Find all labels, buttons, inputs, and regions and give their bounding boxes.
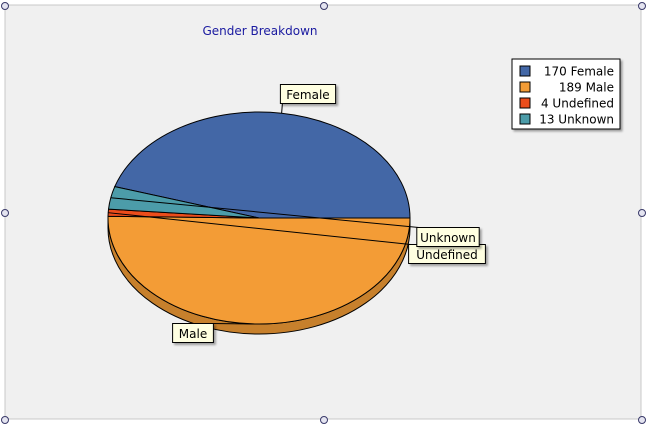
chart-title: Gender Breakdown [202, 24, 317, 38]
legend-swatch-male [520, 82, 530, 92]
resize-handle[interactable] [639, 210, 646, 217]
legend: 170 Female 189 Male 4 Undefined 13 Unknown [512, 59, 620, 129]
resize-handle[interactable] [639, 3, 646, 10]
legend-swatch-female [520, 66, 530, 76]
callout-label-unknown: Unknown [420, 231, 476, 245]
resize-handle[interactable] [2, 417, 9, 424]
resize-handle[interactable] [2, 210, 9, 217]
resize-handle[interactable] [2, 3, 9, 10]
legend-entry-undefined: 4 Undefined [541, 97, 614, 111]
legend-entry-unknown: 13 Unknown [539, 113, 614, 127]
legend-swatch-undefined [520, 98, 530, 108]
legend-entry-female: 170 Female [544, 65, 614, 79]
callout-label-undefined: Undefined [416, 248, 478, 262]
resize-handle[interactable] [321, 417, 328, 424]
resize-handle[interactable] [321, 3, 328, 10]
pie-slices [108, 112, 410, 324]
resize-handle[interactable] [639, 417, 646, 424]
callout-label-female: Female [286, 88, 329, 102]
legend-swatch-unknown [520, 114, 530, 124]
callout-label-male: Male [179, 327, 207, 341]
legend-entry-male: 189 Male [559, 81, 614, 95]
